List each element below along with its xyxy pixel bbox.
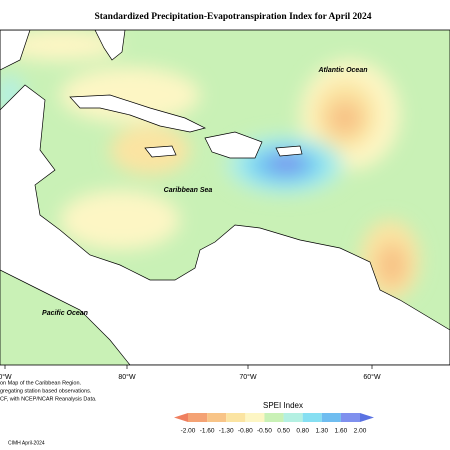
legend-swatch [340,413,360,422]
legend-tick-label: 0.80 [296,428,309,435]
longitude-axis: 0°W 80°W 70°W 60°W [0,365,381,381]
spei-field [0,30,420,300]
legend-tick-label: -0.50 [257,428,272,435]
land [0,30,450,365]
legend-tick-label: 1.60 [335,428,348,435]
legend-swatch [245,413,265,422]
legend-arrow [174,413,188,422]
legend-tick-label: -2.00 [181,428,196,435]
legend: -2.00 -1.60 -1.30 -0.80 -0.50 0.50 0.80 1.30 1.6… [174,413,374,435]
ocean-label: Atlantic Ocean [317,67,367,74]
longitude-label: 0°W [0,373,12,381]
legend-swatch [264,413,284,422]
legend-swatch [226,413,246,422]
legend-tick-label: 2.00 [354,428,367,435]
longitude-label: 60°W [363,373,381,381]
legend-swatch [302,413,322,422]
legend-tick-label: 1.30 [315,428,328,435]
credit: CIMH April-2024 [8,440,45,446]
legend-tick-label: -1.60 [200,428,215,435]
legend-swatch [207,413,227,422]
title: Standardized Precipitation-Evapotranspir… [94,12,371,22]
legend-tick-label: 0.50 [277,428,290,435]
caption-line: gregating station based observations. [0,388,92,394]
legend-title: SPEI Index [263,401,303,410]
longitude-label: 70°W [239,373,257,381]
longitude-label: 80°W [118,373,136,381]
caption-line: CF, with NCEP/NCAR Reanalysis Data. [0,396,97,402]
legend-tick-label: -0.80 [238,428,253,435]
map-frame [0,29,450,366]
map: Atlantic Ocean Caribbean Sea Pacific Oce… [0,29,450,366]
legend-tick-label: -1.30 [219,428,234,435]
caption-line: on Map of the Caribbean Region. [0,380,81,386]
legend-swatch [188,413,208,422]
caption: on Map of the Caribbean Region. gregating… [0,380,97,402]
legend-swatch [283,413,303,422]
legend-arrow [360,413,374,422]
legend-swatch [321,413,341,422]
sea-label: Caribbean Sea [164,187,213,194]
ocean-label: Pacific Ocean [42,310,88,317]
